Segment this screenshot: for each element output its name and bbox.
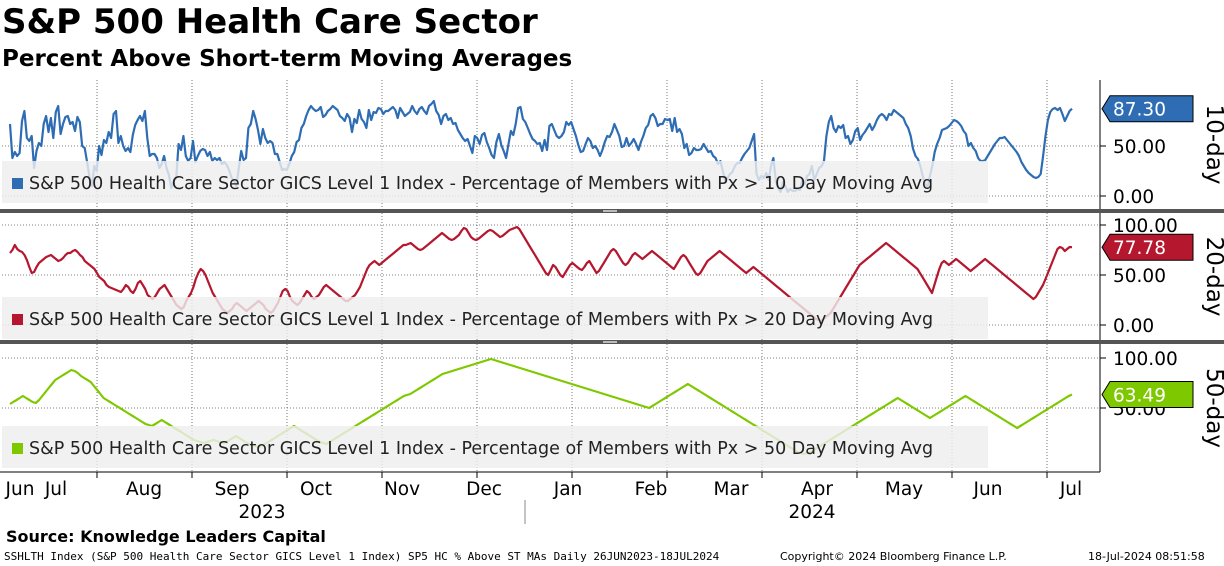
- x-tick-label: Dec: [466, 479, 502, 500]
- x-tick-label: Jan: [553, 479, 583, 500]
- last-value-badge-50-day: 63.49: [1101, 381, 1194, 409]
- legend-label: S&P 500 Health Care Sector GICS Level 1 …: [29, 439, 933, 459]
- legend-label: S&P 500 Health Care Sector GICS Level 1 …: [29, 310, 933, 330]
- series-line-10-day: [8, 99, 1073, 194]
- y-tick-label: 0.00: [1113, 187, 1154, 208]
- x-tick-label: Jun: [973, 479, 1003, 500]
- panel-50-day: S&P 500 Health Care Sector GICS Level 1 …: [2, 344, 1224, 472]
- legend-label: S&P 500 Health Care Sector GICS Level 1 …: [29, 174, 933, 194]
- chart-subtitle: Percent Above Short-term Moving Averages: [2, 46, 573, 72]
- x-tick-label: Jun: [5, 479, 35, 500]
- x-tick-label: Mar: [714, 479, 749, 500]
- legend-box: [2, 297, 988, 339]
- x-tick-label: Sep: [215, 479, 250, 500]
- x-tick-label: Nov: [384, 479, 420, 500]
- x-tick-label: Jul: [1059, 479, 1082, 500]
- x-tick-label: Feb: [635, 479, 668, 500]
- y-tick-label: 50.00: [1113, 137, 1166, 158]
- y-tick-label: 100.00: [1113, 216, 1178, 237]
- last-value-badge-20-day: 77.78: [1101, 233, 1194, 261]
- legend-swatch: [12, 443, 23, 454]
- footer-copyright: Copyright© 2024 Bloomberg Finance L.P.: [780, 550, 1007, 563]
- panel-20-day: S&P 500 Health Care Sector GICS Level 1 …: [2, 213, 1224, 340]
- footer-index-description: SSHLTH Index (S&P 500 Health Care Sector…: [4, 550, 720, 563]
- panel-axis-label: 20-day: [1201, 237, 1224, 317]
- x-tick-label: Jul: [44, 479, 67, 500]
- separator-handle: [603, 210, 617, 212]
- legend-swatch: [12, 178, 23, 189]
- y-tick-label: 0.00: [1113, 316, 1154, 337]
- badge-value: 63.49: [1113, 386, 1166, 407]
- badge-shape: [1101, 381, 1194, 409]
- x-tick-label: Apr: [801, 479, 833, 500]
- badge-value: 77.78: [1113, 238, 1166, 259]
- footer-timestamp: 18-Jul-2024 08:51:58: [1088, 550, 1205, 563]
- panel-axis-label: 10-day: [1201, 105, 1224, 185]
- last-value-badge-10-day: 87.30: [1101, 95, 1194, 123]
- panel-10-day: S&P 500 Health Care Sector GICS Level 1 …: [2, 80, 1224, 209]
- badge-shape: [1101, 233, 1194, 261]
- badge-value: 87.30: [1113, 100, 1166, 121]
- year-label: 2024: [788, 502, 835, 523]
- badge-shape: [1101, 95, 1194, 123]
- legend-box: [2, 426, 988, 468]
- y-tick-label: 100.00: [1113, 349, 1178, 370]
- separator-handle: [603, 341, 617, 343]
- y-tick-label: 50.00: [1113, 266, 1166, 287]
- panel-axis-label: 50-day: [1201, 368, 1224, 448]
- x-tick-label: May: [885, 479, 923, 500]
- year-label: 2023: [238, 502, 285, 523]
- legend-box: [2, 161, 988, 203]
- chart-title: S&P 500 Health Care Sector: [2, 2, 538, 42]
- source-note: Source: Knowledge Leaders Capital: [6, 527, 326, 546]
- x-tick-label: Oct: [300, 479, 332, 500]
- x-tick-label: Aug: [126, 479, 162, 500]
- legend-swatch: [12, 314, 23, 325]
